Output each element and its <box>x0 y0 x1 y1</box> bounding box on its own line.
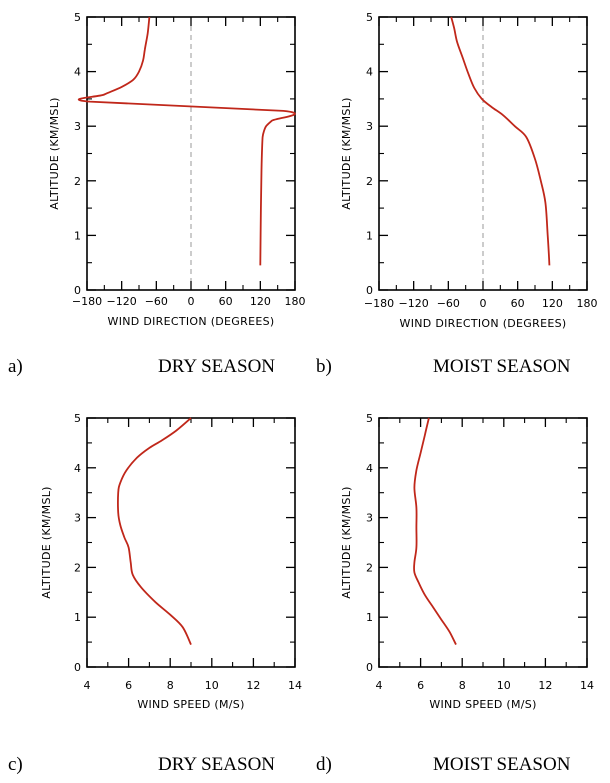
panel-d-caption-letter: d) <box>316 754 332 775</box>
panel-d-y-tick-label-3: 3 <box>366 512 373 525</box>
panel-b-y-tick-label-2: 2 <box>366 175 373 188</box>
panel-c-series-line <box>117 417 192 645</box>
panel-d-x-axis-label: WIND SPEED (M/S) <box>429 698 536 711</box>
panel-a-x-tick-label-4: 60 <box>219 295 233 308</box>
panel-c-y-tick-label-4: 4 <box>74 462 81 475</box>
panel-c-caption-title: DRY SEASON <box>158 754 275 775</box>
panel-b-plot-frame <box>378 16 588 291</box>
panel-b-x-tick-label-3: 0 <box>480 297 487 310</box>
panel-d-y-tick-label-1: 1 <box>366 611 373 624</box>
panel-b-y-axis-label: ALTITUDE (KM/MSL) <box>340 97 353 209</box>
panel-a-x-tick-label-3: 0 <box>188 295 195 308</box>
panel-c-x-tick-label-0: 4 <box>84 679 91 692</box>
panel-b-x-tick-label-0: −180 <box>364 297 394 310</box>
panel-c-y-tick-label-2: 2 <box>74 561 81 574</box>
panel-c-x-tick-label-5: 14 <box>288 679 302 692</box>
panel-d-y-tick-label-0: 0 <box>366 661 373 674</box>
panel-a-caption-letter: a) <box>8 356 23 377</box>
panel-c-x-tick-label-4: 12 <box>246 679 260 692</box>
panel-a-y-tick-label-0: 0 <box>74 284 81 297</box>
panel-d-x-tick-label-2: 8 <box>459 679 466 692</box>
panel-b: −180 −120 −60 0 60 120 180 0 1 2 3 4 5 WIND DIRECTIO… <box>316 11 598 377</box>
panel-d-y-tick-label-4: 4 <box>366 462 373 475</box>
panel-a-y-tick-label-2: 2 <box>74 175 81 188</box>
panel-b-x-tick-label-5: 120 <box>542 297 563 310</box>
panel-a-y-tick-label-5: 5 <box>74 11 81 24</box>
panel-b-series-line <box>450 16 551 266</box>
panel-b-y-tick-label-3: 3 <box>366 120 373 133</box>
panel-a-axis-group: −180 −120 −60 0 60 120 180 0 1 2 3 4 5 <box>72 11 306 308</box>
panel-b-y-tick-label-4: 4 <box>366 66 373 79</box>
panel-d-x-tick-label-0: 4 <box>376 679 383 692</box>
panel-c-caption-letter: c) <box>8 754 23 775</box>
panel-b-y-tick-label-0: 0 <box>366 284 373 297</box>
panel-c-x-tick-label-3: 10 <box>205 679 219 692</box>
panel-d-x-tick-label-1: 6 <box>417 679 424 692</box>
panel-b-x-tick-label-4: 60 <box>511 297 525 310</box>
panel-a-y-tick-label-4: 4 <box>74 66 81 79</box>
panel-d-y-tick-label-5: 5 <box>366 412 373 425</box>
panel-d-series-line <box>413 417 457 646</box>
panel-a-y-axis-label: ALTITUDE (KM/MSL) <box>48 97 61 209</box>
panel-d-caption-title: MOIST SEASON <box>433 754 571 775</box>
panel-a-series-line <box>78 16 296 266</box>
panel-b-caption-title: MOIST SEASON <box>433 356 571 377</box>
panel-b-axis-group: −180 −120 −60 0 60 120 180 0 1 2 3 4 5 <box>364 11 598 310</box>
panel-a-y-tick-label-1: 1 <box>74 229 81 242</box>
panel-c-y-tick-label-5: 5 <box>74 412 81 425</box>
panel-c-x-tick-label-1: 6 <box>125 679 132 692</box>
panel-c-plot-frame <box>86 417 296 668</box>
panel-c-y-tick-label-3: 3 <box>74 512 81 525</box>
panel-b-y-tick-label-1: 1 <box>366 229 373 242</box>
panel-d-y-tick-label-2: 2 <box>366 561 373 574</box>
panel-a: −180 −120 −60 0 60 120 180 0 1 2 3 4 5 WIND DIRECTIO… <box>8 11 306 377</box>
panel-b-x-axis-label: WIND DIRECTION (DEGREES) <box>400 317 567 330</box>
panel-d-y-axis-label: ALTITUDE (KM/MSL) <box>340 486 353 598</box>
panel-d-plot-frame <box>378 417 588 668</box>
panel-a-x-tick-label-0: −180 <box>72 295 102 308</box>
panel-d-x-tick-label-3: 10 <box>497 679 511 692</box>
panel-c-x-tick-label-2: 8 <box>167 679 174 692</box>
panel-b-caption-letter: b) <box>316 356 332 377</box>
panel-d-x-tick-label-5: 14 <box>580 679 594 692</box>
panel-a-y-tick-label-3: 3 <box>74 120 81 133</box>
panel-c-y-axis-label: ALTITUDE (KM/MSL) <box>40 486 53 598</box>
panel-a-plot-frame <box>86 16 296 291</box>
panel-c-y-tick-label-0: 0 <box>74 661 81 674</box>
panel-d-x-tick-label-4: 12 <box>538 679 552 692</box>
panel-a-x-tick-label-5: 120 <box>250 295 271 308</box>
panel-a-x-axis-label: WIND DIRECTION (DEGREES) <box>108 315 275 328</box>
panel-a-x-tick-label-6: 180 <box>285 295 306 308</box>
panel-b-x-tick-label-1: −120 <box>399 297 429 310</box>
panel-c-x-axis-label: WIND SPEED (M/S) <box>137 698 244 711</box>
panel-b-x-tick-label-2: −60 <box>437 297 460 310</box>
panel-b-x-tick-label-6: 180 <box>577 297 598 310</box>
panel-a-x-tick-label-1: −120 <box>107 295 137 308</box>
panel-b-y-tick-label-5: 5 <box>366 11 373 24</box>
panel-a-x-tick-label-2: −60 <box>145 295 168 308</box>
panel-a-caption-title: DRY SEASON <box>158 356 275 377</box>
panel-c-y-tick-label-1: 1 <box>74 611 81 624</box>
